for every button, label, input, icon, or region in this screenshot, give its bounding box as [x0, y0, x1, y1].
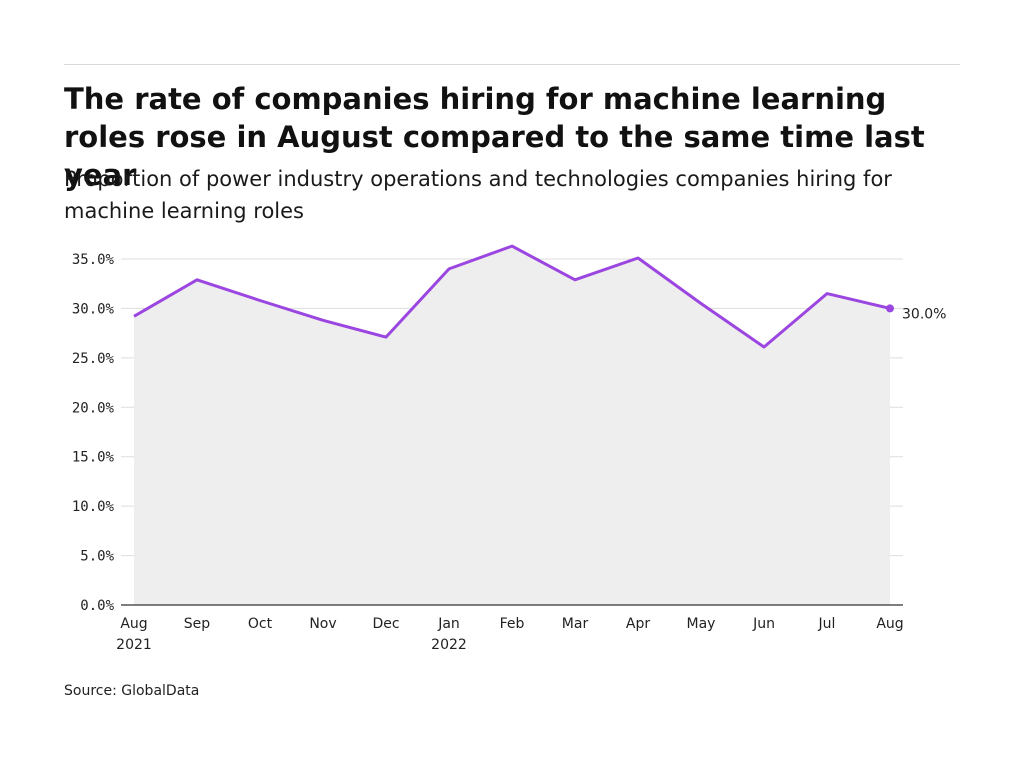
x-tick-label: Jan [437, 616, 460, 632]
y-tick-label: 15.0% [72, 450, 115, 466]
y-tick-label: 5.0% [80, 549, 114, 565]
series-line [133, 244, 891, 349]
y-tick-label: 35.0% [72, 252, 115, 268]
end-point-marker [886, 304, 894, 313]
y-tick-label: 0.0% [80, 598, 114, 614]
end-value-label: 30.0% [902, 306, 946, 322]
x-tick-label: Aug [876, 616, 903, 632]
x-tick-label: Nov [309, 616, 336, 632]
x-tick-label: Oct [248, 616, 273, 632]
chart-title: The rate of companies hiring for machine… [64, 82, 925, 192]
y-tick-label: 20.0% [72, 400, 115, 416]
y-tick-label: 30.0% [72, 301, 115, 317]
top-divider [64, 64, 960, 65]
x-tick-label: Feb [500, 616, 525, 632]
x-tick-label: 2021 [116, 637, 152, 653]
y-tick-label: 10.0% [72, 499, 115, 515]
x-tick-label: Apr [626, 616, 650, 632]
x-tick-label: May [687, 616, 716, 632]
x-tick-label: Aug [120, 616, 147, 632]
x-tick-label: Mar [562, 616, 589, 632]
x-tick-label: Jun [752, 616, 775, 632]
source-note: Source: GlobalData [64, 683, 200, 699]
y-tick-label: 25.0% [72, 351, 115, 367]
y-axis-ticks: 0.0% 5.0% 10.0% 15.0% 20.0% 25.0% 30.0% 35.0% [72, 252, 115, 614]
x-tick-label: Sep [184, 616, 211, 632]
x-tick-label: Jul [818, 616, 836, 632]
x-axis-ticks: Aug 2021 Sep Oct Nov Dec Jan 2022 Feb Mar Apr May Ju… [116, 616, 903, 653]
x-tick-label: 2022 [431, 637, 467, 653]
chart-subtitle: Proportion of power industry operations … [64, 167, 892, 223]
area-fill [134, 246, 890, 605]
x-tick-label: Dec [372, 616, 399, 632]
